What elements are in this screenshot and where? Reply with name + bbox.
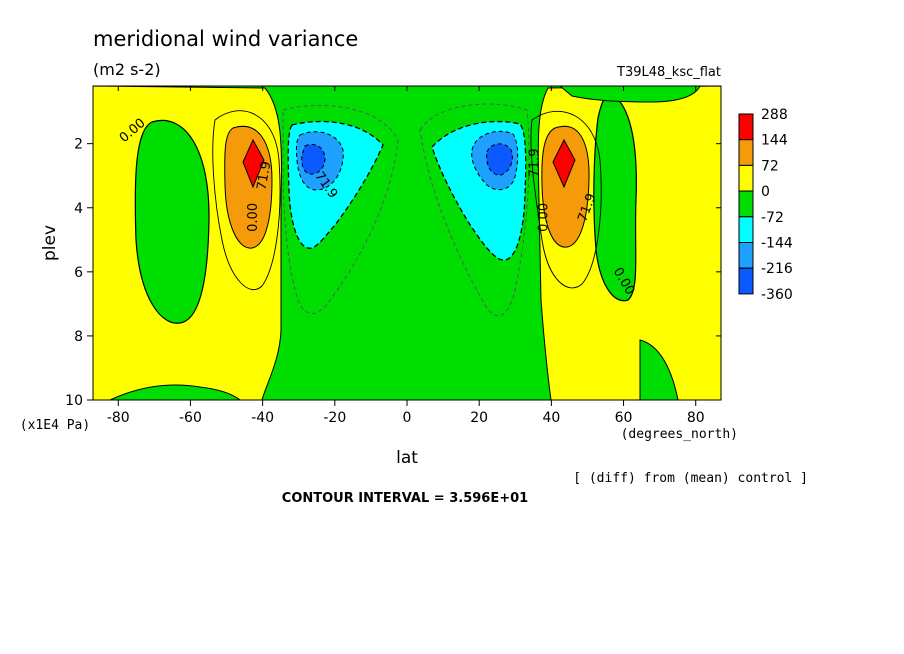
colorbar-level-label: 0 [761, 184, 770, 200]
x-tick-label: 40 [542, 410, 560, 426]
y-tick-label: 4 [74, 201, 83, 217]
colorbar-level-label: -144 [761, 236, 793, 252]
colorbar-level-label: -360 [761, 287, 793, 303]
x-axis-label: lat [396, 448, 418, 468]
contour-positive-outer-south [212, 110, 281, 291]
y-tick-label: 8 [74, 329, 83, 345]
colorbar-level-label: 72 [761, 158, 779, 174]
contour-positive-outer-north [530, 110, 602, 289]
colorbar-swatch [738, 164, 754, 192]
diff-note: [ (diff) from (mean) control ] [573, 471, 808, 486]
contour-negative-outer-north [419, 103, 530, 317]
y-tick-label: 2 [74, 137, 83, 153]
colorbar-level-label: -72 [761, 210, 784, 226]
chart-title: meridional wind variance [93, 27, 358, 51]
x-axis-unit: (degrees_north) [621, 427, 738, 442]
contour-label: 0.00 [246, 203, 261, 232]
region-red-south [242, 138, 265, 189]
colorbar-level-label: 144 [761, 133, 788, 149]
colorbar-swatch [738, 139, 754, 166]
contour-label: 71.9 [528, 148, 543, 177]
region-orange-north [541, 125, 590, 248]
x-tick-label: -20 [323, 410, 346, 426]
x-axis: -80 -60 -40 -20 0 20 40 60 80 [107, 86, 705, 426]
x-tick-label: 80 [687, 410, 705, 426]
x-tick-label: -80 [107, 410, 130, 426]
y-tick-label: 6 [74, 265, 83, 281]
contour-lines [212, 110, 602, 291]
colorbar-level-label: 288 [761, 107, 788, 123]
y-tick-label: 10 [65, 393, 83, 409]
colorbar-swatch [738, 190, 754, 218]
x-tick-label: -60 [179, 410, 202, 426]
x-tick-label: 20 [470, 410, 488, 426]
region-darkblue-south [301, 144, 326, 175]
colorbar-swatch [738, 267, 754, 295]
colorbar-swatch [738, 242, 754, 269]
region-green-bottom-south [109, 384, 241, 400]
region-red-north [552, 138, 576, 189]
region-green-top-north [559, 86, 701, 103]
colorbar-swatch [738, 113, 754, 141]
y-axis-label: plev [40, 225, 60, 261]
x-tick-label: 60 [615, 410, 633, 426]
chart-units: (m2 s-2) [93, 60, 161, 79]
region-darkblue-north [486, 143, 513, 176]
colorbar-swatch [738, 216, 754, 244]
run-label: T39L48_ksc_flat [616, 65, 721, 80]
y-axis: 2 4 6 8 10 [65, 137, 721, 409]
contour-label: 71.9 [255, 160, 275, 191]
colorbar: 288 144 72 0 -72 -144 -216 -360 [738, 107, 793, 303]
region-green-lobe-south [134, 119, 210, 324]
x-tick-label: -40 [251, 410, 274, 426]
contour-negative-dashed [282, 103, 530, 317]
contour-interval: CONTOUR INTERVAL = 3.596E+01 [282, 491, 528, 506]
y-axis-unit: (x1E4 Pa) [20, 418, 90, 433]
contour-label: 0.00 [537, 203, 552, 232]
region-green-lobe-north [593, 93, 637, 302]
x-tick-label: 0 [403, 410, 412, 426]
colorbar-level-label: -216 [761, 261, 793, 277]
